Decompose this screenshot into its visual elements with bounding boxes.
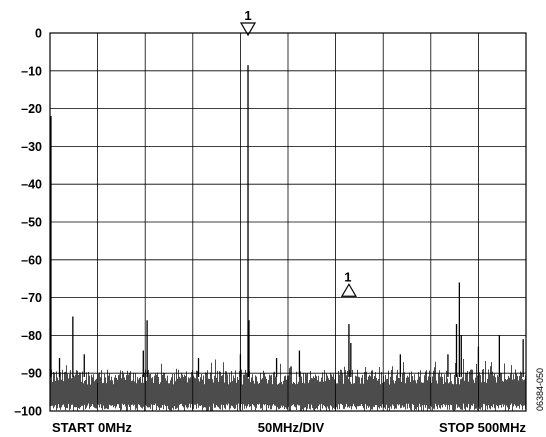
y-tick-label: –20 (21, 102, 42, 116)
y-tick-label: –90 (21, 367, 42, 381)
y-tick-label: –50 (21, 216, 42, 230)
y-tick-label: –80 (21, 329, 42, 343)
x-axis-center-label: 50MHz/DIV (258, 420, 325, 435)
y-tick-label: –40 (21, 178, 42, 192)
y-tick-labels: 0 –10 –20 –30 –40 –50 –60 –70 –80 –90 –100 (14, 27, 42, 419)
y-tick-label: 0 (35, 27, 42, 41)
x-axis-start-label: START 0MHz (52, 420, 132, 435)
marker-triangle-up (340, 283, 357, 297)
y-tick-label: –70 (21, 291, 42, 305)
grid (50, 33, 526, 411)
x-axis-stop-label: STOP 500MHz (439, 420, 526, 435)
spectrum-trace (50, 65, 526, 411)
marker-triangle-down (239, 22, 257, 37)
figure-id-label: 06384-050 (535, 368, 545, 411)
y-tick-label: –60 (21, 253, 42, 267)
y-tick-label: –30 (21, 140, 42, 154)
y-tick-label: –100 (14, 405, 42, 419)
markers: 11 (239, 8, 357, 297)
y-tick-label: –10 (21, 64, 42, 78)
marker-label: 1 (244, 8, 251, 23)
marker-label: 1 (344, 269, 351, 284)
plot-frame (49, 32, 527, 412)
